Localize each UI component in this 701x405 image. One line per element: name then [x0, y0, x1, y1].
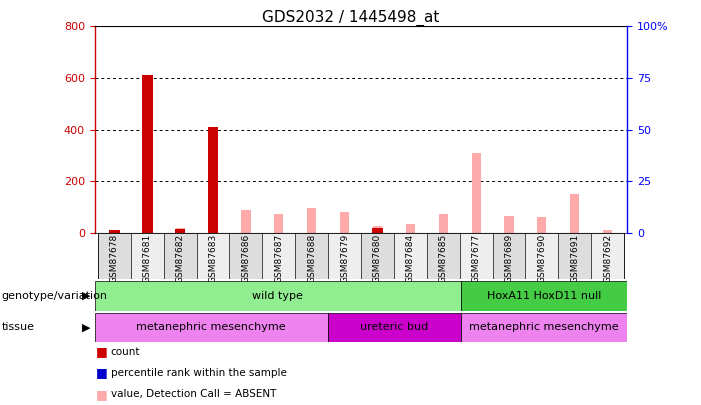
Text: GSM87684: GSM87684	[406, 234, 415, 283]
Bar	[472, 153, 481, 233]
Text: metanephric mesenchyme: metanephric mesenchyme	[470, 322, 619, 332]
Text: ■: ■	[96, 367, 107, 379]
Text: ▶: ▶	[82, 322, 90, 332]
Bar	[241, 210, 250, 233]
Bar	[164, 233, 196, 279]
Text: GSM87691: GSM87691	[571, 234, 579, 283]
Bar	[98, 233, 131, 279]
Text: tissue: tissue	[1, 322, 34, 332]
Bar	[460, 233, 493, 279]
Text: GSM87690: GSM87690	[538, 234, 546, 283]
Text: GSM87682: GSM87682	[176, 234, 184, 283]
Text: GSM87679: GSM87679	[340, 234, 349, 283]
Bar	[361, 233, 394, 279]
Text: HoxA11 HoxD11 null: HoxA11 HoxD11 null	[487, 291, 601, 301]
Text: GSM87680: GSM87680	[373, 234, 382, 283]
Text: ▶: ▶	[82, 291, 90, 301]
Bar	[427, 233, 460, 279]
Text: GSM87689: GSM87689	[505, 234, 514, 283]
Bar	[109, 230, 120, 233]
Text: GDS2032 / 1445498_at: GDS2032 / 1445498_at	[261, 10, 440, 26]
Bar	[373, 226, 382, 233]
Text: genotype/variation: genotype/variation	[1, 291, 107, 301]
Text: GSM87677: GSM87677	[472, 234, 481, 283]
Bar	[274, 213, 283, 233]
Bar	[372, 228, 383, 233]
Text: GSM87681: GSM87681	[143, 234, 151, 283]
Text: percentile rank within the sample: percentile rank within the sample	[111, 368, 287, 378]
Text: GSM87687: GSM87687	[274, 234, 283, 283]
Bar	[461, 313, 627, 342]
Text: GSM87692: GSM87692	[603, 234, 612, 283]
Text: metanephric mesenchyme: metanephric mesenchyme	[137, 322, 286, 332]
Bar	[537, 217, 547, 233]
Bar	[307, 208, 316, 233]
Text: wild type: wild type	[252, 291, 304, 301]
Bar	[95, 281, 461, 311]
Text: GSM87685: GSM87685	[439, 234, 448, 283]
Bar	[461, 281, 627, 311]
Bar	[142, 230, 152, 233]
Bar	[493, 233, 526, 279]
Bar	[95, 313, 327, 342]
Bar	[229, 233, 262, 279]
Text: value, Detection Call = ABSENT: value, Detection Call = ABSENT	[111, 389, 276, 399]
Bar	[328, 233, 361, 279]
Text: ■: ■	[96, 345, 107, 358]
Bar	[591, 233, 624, 279]
Bar	[439, 213, 448, 233]
Text: ■: ■	[96, 388, 107, 401]
Bar	[262, 233, 295, 279]
Bar	[603, 230, 612, 233]
Text: GSM87678: GSM87678	[110, 234, 119, 283]
Text: GSM87686: GSM87686	[241, 234, 250, 283]
Bar	[142, 75, 153, 233]
Text: GSM87688: GSM87688	[307, 234, 316, 283]
Bar	[175, 228, 185, 233]
Bar	[196, 233, 229, 279]
Bar	[394, 233, 427, 279]
Text: count: count	[111, 347, 140, 357]
Bar	[526, 233, 558, 279]
Bar	[110, 230, 119, 233]
Bar	[295, 233, 328, 279]
Text: ureteric bud: ureteric bud	[360, 322, 428, 332]
Bar	[175, 229, 185, 233]
Bar	[131, 233, 164, 279]
Bar	[207, 127, 218, 233]
Bar	[340, 212, 349, 233]
Bar	[505, 216, 514, 233]
Bar	[406, 224, 415, 233]
Bar	[558, 233, 591, 279]
Bar	[327, 313, 461, 342]
Bar	[208, 229, 217, 233]
Bar	[570, 194, 580, 233]
Text: GSM87683: GSM87683	[208, 234, 217, 283]
